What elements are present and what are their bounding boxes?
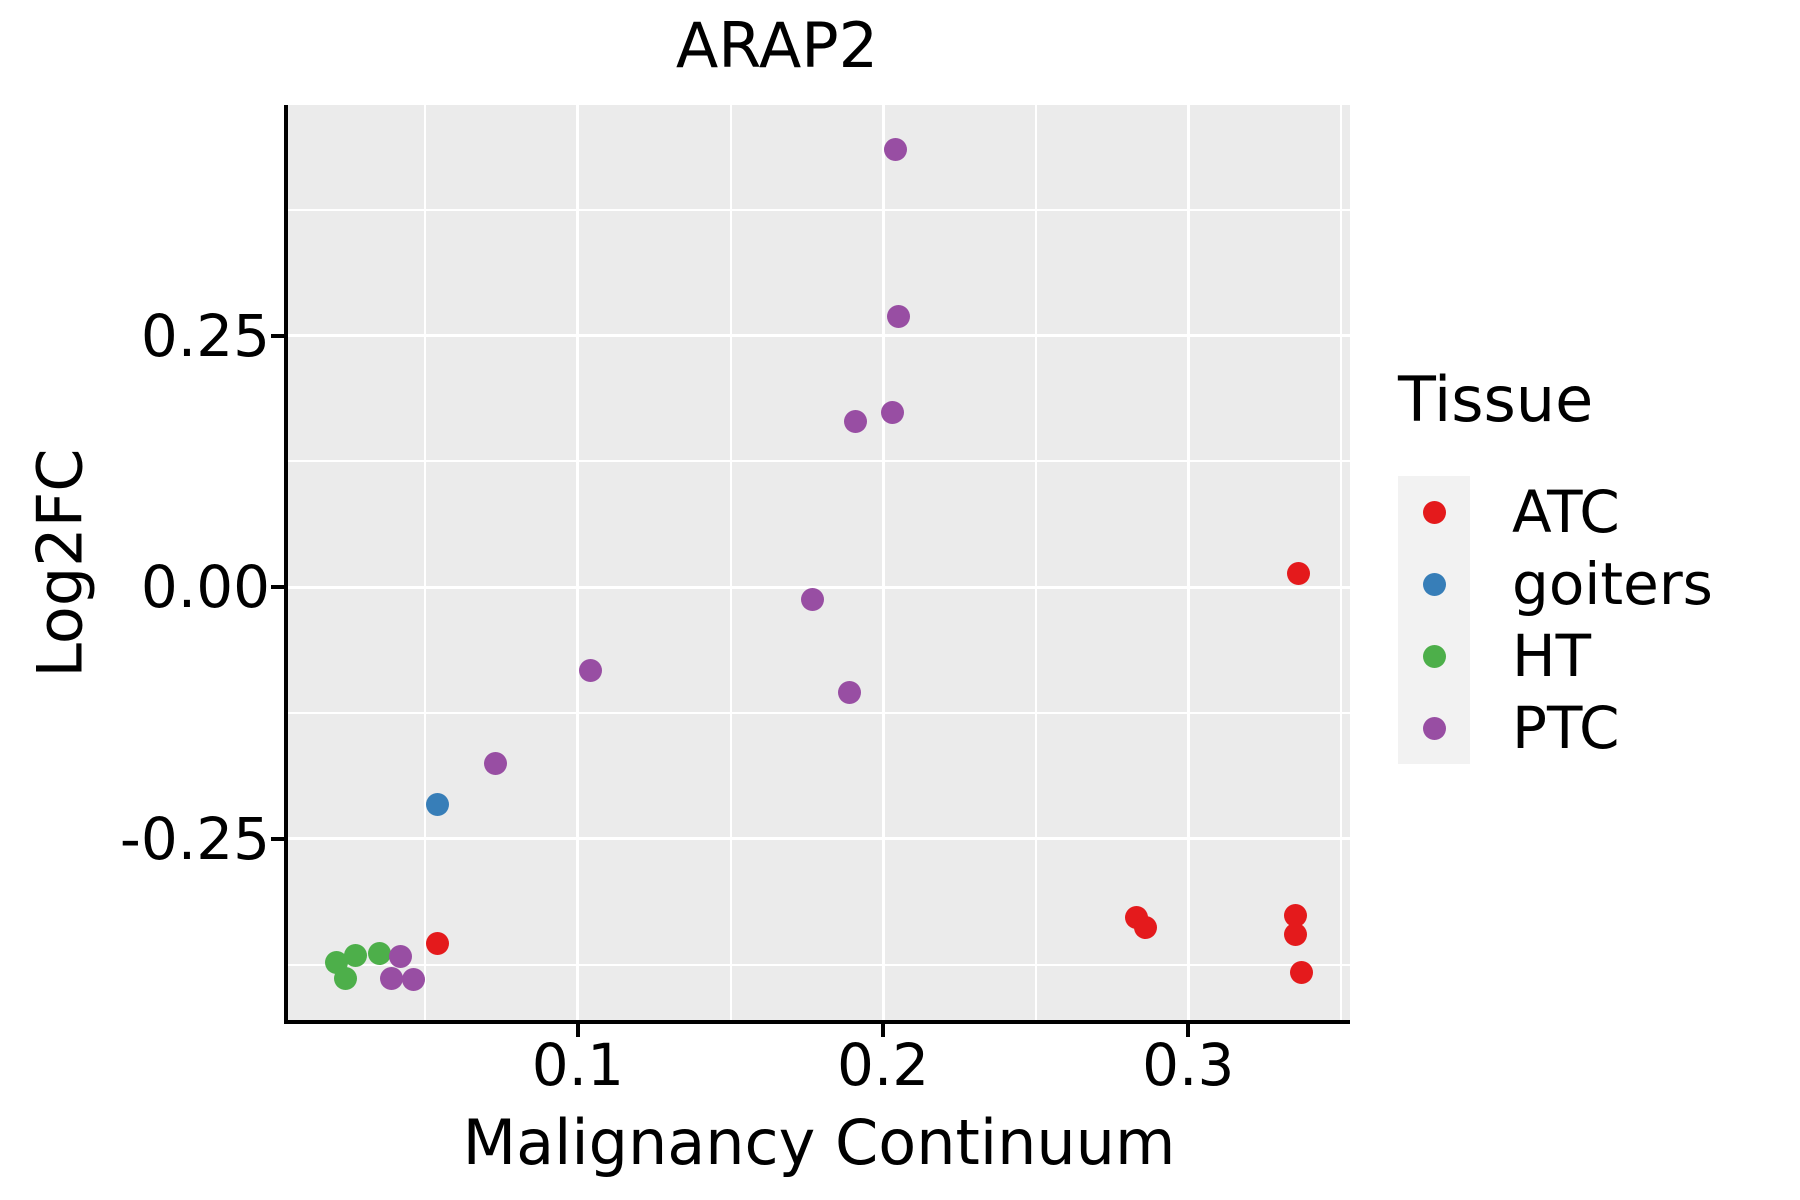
legend-key <box>1398 476 1470 548</box>
legend-dot-ht <box>1422 644 1446 668</box>
y-tick-mark <box>271 836 284 841</box>
x-axis-line <box>284 1020 1350 1024</box>
data-point-atc <box>1283 922 1307 946</box>
y-major-gridline <box>288 334 1350 337</box>
y-tick-mark <box>271 585 284 590</box>
x-minor-gridline <box>729 105 732 1020</box>
legend-item-ht: HT <box>1398 620 1713 692</box>
data-point-atc <box>426 931 450 955</box>
data-point-ptc <box>838 681 862 705</box>
data-point-atc <box>1134 915 1158 939</box>
x-major-gridline <box>576 105 580 1020</box>
legend-key <box>1398 620 1470 692</box>
data-point-ptc <box>401 968 425 992</box>
y-minor-gridline <box>288 460 1350 463</box>
data-point-ptc <box>578 659 602 683</box>
x-tick-mark <box>575 1024 580 1037</box>
plot-title: ARAP2 <box>675 9 879 82</box>
legend-label: ATC <box>1512 478 1620 546</box>
y-axis-line <box>284 105 288 1024</box>
data-point-atc <box>1283 903 1307 927</box>
x-tick-mark <box>1186 1024 1191 1037</box>
x-axis-title: Malignancy Continuum <box>462 1106 1176 1179</box>
legend-item-ptc: PTC <box>1398 692 1713 764</box>
y-major-gridline <box>288 585 1350 589</box>
y-minor-gridline <box>288 711 1350 714</box>
data-point-atc <box>1286 561 1310 585</box>
data-point-ptc <box>886 304 910 328</box>
legend-item-goiters: goiters <box>1398 548 1713 620</box>
legend-title: Tissue <box>1398 363 1594 436</box>
legend: Tissue ATC goiters HT PTC <box>1398 360 1713 764</box>
y-axis-title: Log2FC <box>23 448 97 678</box>
x-tick-mark <box>881 1024 886 1037</box>
x-major-gridline <box>881 105 885 1020</box>
x-tick-label: 0.3 <box>1142 1031 1235 1099</box>
data-point-ptc <box>484 751 508 775</box>
data-point-ptc <box>801 587 825 611</box>
legend-item-atc: ATC <box>1398 476 1713 548</box>
data-point-ht <box>343 944 367 968</box>
data-point-ptc <box>380 967 404 991</box>
data-point-ptc <box>880 400 904 424</box>
data-point-goiters <box>426 793 450 817</box>
legend-items: ATC goiters HT PTC <box>1398 476 1713 764</box>
x-minor-gridline <box>424 105 427 1020</box>
data-point-ptc <box>883 137 907 161</box>
data-point-ht <box>368 942 392 966</box>
data-point-ptc <box>389 945 413 969</box>
y-tick-label: 0.25 <box>140 301 270 370</box>
legend-label: PTC <box>1512 694 1620 762</box>
x-major-gridline <box>1186 105 1190 1020</box>
data-point-ptc <box>844 409 868 433</box>
x-tick-label: 0.1 <box>531 1031 625 1099</box>
legend-label: HT <box>1512 622 1592 690</box>
y-tick-mark <box>271 333 284 338</box>
x-tick-label: 0.2 <box>836 1031 930 1099</box>
legend-key <box>1398 548 1470 620</box>
legend-dot-goiters <box>1422 572 1446 596</box>
legend-dot-atc <box>1422 500 1446 524</box>
plot-panel <box>288 105 1350 1020</box>
legend-dot-ptc <box>1422 716 1446 740</box>
data-point-ht <box>334 967 358 991</box>
legend-key <box>1398 692 1470 764</box>
data-point-atc <box>1289 961 1313 985</box>
x-minor-gridline <box>1034 105 1037 1020</box>
y-minor-gridline <box>288 963 1350 966</box>
x-minor-gridline <box>1339 105 1342 1020</box>
y-tick-label: -0.25 <box>119 804 270 873</box>
legend-label: goiters <box>1512 550 1713 618</box>
y-major-gridline <box>288 837 1350 841</box>
y-tick-label: 0.00 <box>140 553 270 622</box>
y-minor-gridline <box>288 208 1350 211</box>
